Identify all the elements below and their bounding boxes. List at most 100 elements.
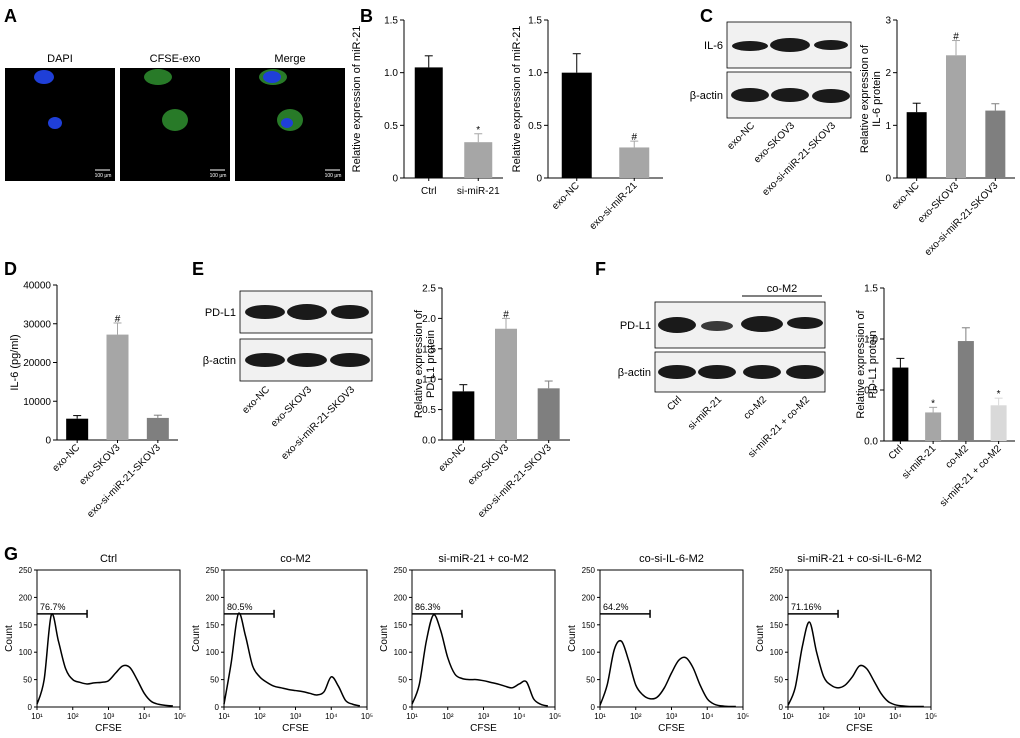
blot-lane-label: exo-si-miR-21-SKOV3 [760,120,838,198]
panel-letter-d: D [4,259,17,279]
bar [146,417,169,440]
x-tick-label: Ctrl [887,443,906,462]
x-tick-label: co-M2 [944,443,972,471]
y-tick-label: 50 [774,676,783,685]
y-tick-label: 1.5 [384,16,398,27]
y-tick-label: 1.5 [864,284,878,295]
histogram-title: si-miR-21 + co-M2 [438,553,528,565]
treatment-bracket-label: co-M2 [767,283,798,295]
bar [985,110,1006,178]
y-tick-label: 0 [885,174,891,185]
blot-label-beta-actin: β-actin [618,367,651,379]
y-tick-label: 250 [19,566,33,575]
significance-marker: * [931,398,935,409]
y-tick-label: 0 [536,174,542,185]
blot-band [814,40,848,50]
y-tick-label: 1.5 [422,344,436,355]
y-tick-label: 1.0 [864,335,878,346]
histogram-g2: co-M2 0 50 100 150 200 250 10¹ 10² 10³ 10⁴ 10⁵ Count… [191,553,373,734]
x-tick-label: exo-NC [51,442,83,474]
histogram-title: Ctrl [100,553,117,565]
gate-percentage: 71.16% [791,602,822,612]
x-tick-label: exo-si-miR-21-SKOV3 [923,180,1001,258]
histogram-g1: Ctrl 0 50 100 150 200 250 10¹ 10² 10³ 10⁴ 10⁵ Count C… [4,553,186,734]
blot-lane-label: exo-NC [725,120,757,152]
merge-nucleus [281,118,293,128]
bar [946,55,966,178]
histogram-title: co-si-IL-6-M2 [639,553,704,565]
bar [495,328,517,440]
x-tick-label: 10³ [290,712,302,721]
blot-band [786,365,824,379]
scale-bar-label: 100 μm [210,173,227,179]
y-axis-label: PD-L1 protein [425,330,437,398]
blot-band [331,305,369,319]
panel-letter-b: B [360,6,373,26]
y-axis-label: Relative expression of miR-21 [351,26,363,173]
blot-lane-label: exo-si-miR-21-SKOV3 [279,384,357,462]
bar [66,418,89,440]
bar [414,67,443,178]
y-tick-label: 250 [394,566,408,575]
x-tick-label: 10⁵ [925,712,937,721]
y-tick-label: 50 [398,676,407,685]
y-tick-label: 100 [770,648,784,657]
gate-percentage: 80.5% [227,602,253,612]
y-axis-label: Relative expression of [859,44,871,153]
x-tick-label: exo-si-miR-21-SKOV3 [476,442,554,520]
panel-letter-c: C [700,6,713,26]
x-tick-label: 10¹ [594,712,606,721]
x-tick-label: exo-NC [550,180,582,212]
y-tick-label: 200 [19,593,33,602]
bar [906,112,927,178]
bar-chart-f: 0.0 0.5 1.0 1.5 Relative expression of PD-L1 … [855,284,1015,509]
y-axis-label: PD-L1 protein [867,331,879,399]
microscopy-label-dapi: DAPI [47,53,73,65]
y-tick-label: 150 [19,621,33,630]
x-tick-label: 10⁵ [361,712,373,721]
blot-label-beta-actin: β-actin [690,90,723,102]
y-tick-label: 100 [582,648,596,657]
plot-frame [787,569,932,708]
bar [957,341,974,441]
y-axis-label: Relative expression of [855,309,867,418]
western-blot-e: PD-L1 β-actin exo-NC exo-SKOV3 exo-si-mi… [203,290,373,462]
x-axis-label: CFSE [846,723,873,734]
blot-band [741,316,783,332]
panel-letter-e: E [192,259,204,279]
blot-lane-label: exo-NC [240,384,272,416]
x-tick-label: 10⁴ [325,712,338,721]
x-tick-label: si-miR-21 [900,443,938,481]
gate-percentage: 76.7% [40,602,66,612]
blot-band [771,88,809,102]
blot-label-pdl1: PD-L1 [205,307,236,319]
bar-chart-e: 0.0 0.5 1.0 1.5 2.0 2.5 Relative expression of… [413,284,570,520]
y-tick-label: 2 [885,68,891,79]
significance-marker: * [476,125,480,136]
x-tick-label: 10² [67,712,79,721]
histogram-g5: si-miR-21 + co-si-IL-6-M2 0 50 100 150 200 250… [755,553,937,734]
x-axis-label: CFSE [470,723,497,734]
blot-label-pdl1: PD-L1 [620,320,651,332]
y-tick-label: 50 [210,676,219,685]
y-tick-label: 150 [582,621,596,630]
y-tick-label: 0 [779,703,784,712]
y-tick-label: 100 [19,648,33,657]
x-tick-label: 10¹ [218,712,230,721]
histogram-curve [36,613,173,707]
bar [452,391,475,440]
y-tick-label: 0.5 [422,405,436,416]
x-tick-label: 10³ [666,712,678,721]
scale-bar-label: 100 μm [325,173,342,179]
gate-percentage: 64.2% [603,602,629,612]
western-blot-f: co-M2 PD-L1 β-actin Ctrl si-miR-21 co-M2… [618,283,826,460]
y-axis-label: Count [4,625,15,652]
y-tick-label: 150 [206,621,220,630]
x-tick-label: 10² [254,712,266,721]
y-tick-label: 0.5 [528,121,542,132]
significance-marker: # [953,32,959,43]
x-tick-label: si-miR-21 [457,186,500,197]
microscopy-label-cfse: CFSE-exo [150,53,201,65]
bar [619,147,650,178]
blot-band [287,304,327,320]
